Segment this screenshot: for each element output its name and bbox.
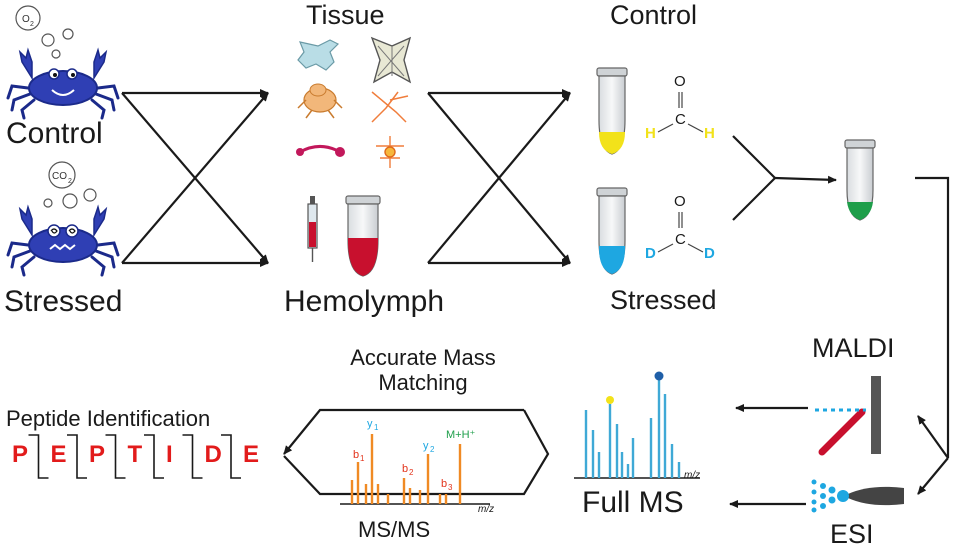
- o2-sub: 2: [30, 21, 34, 28]
- stressed-tube-icon: [596, 187, 628, 275]
- maldi-label: MALDI: [812, 333, 895, 363]
- msms-axis-label: m/z: [478, 504, 494, 515]
- control-crab-icon: O 2: [6, 5, 120, 120]
- tissue-icons: [296, 36, 412, 168]
- formula-c-d: C: [675, 231, 686, 248]
- stomatogastric-tissue-icon: [376, 136, 404, 168]
- formula-h-right: H: [704, 125, 715, 142]
- svg-text:3: 3: [448, 483, 453, 492]
- brain-tissue-icon: [297, 39, 340, 71]
- matching-arrow: [283, 408, 550, 496]
- formaldehyde-d-structure: O C D D: [645, 193, 715, 262]
- esi-label: ESI: [830, 519, 874, 549]
- msms-spectrum: b 1 y 1 b 2 y 2 b 3 M+H⁺ m/z: [340, 418, 494, 515]
- o2-bubble-icon: [15, 5, 41, 31]
- pericardial-tissue-icon: [296, 145, 345, 157]
- syringe-icon: [307, 196, 318, 262]
- y2-label: y: [423, 440, 429, 452]
- co2-sub: 2: [68, 178, 72, 185]
- maldi-source-icon: [815, 376, 881, 456]
- y1-label: y: [367, 418, 373, 430]
- hemolymph-label: Hemolymph: [284, 285, 445, 318]
- formaldehyde-h-structure: O C H H: [645, 73, 715, 142]
- peptide-letter: D: [205, 441, 222, 468]
- peptide-letter: P: [12, 441, 28, 468]
- nerve-tissue-icon: [371, 91, 409, 123]
- b3-label: b: [441, 478, 447, 490]
- labeling-control-label: Control: [610, 0, 698, 30]
- peptide-identification-title: Peptide Identification: [6, 406, 211, 431]
- esi-source-icon: [811, 479, 904, 513]
- fragment-bracket: [105, 434, 126, 479]
- peptide-letter: T: [128, 441, 143, 468]
- flow-to-ionization-arrows: [915, 176, 950, 495]
- control-tube-icon: [596, 67, 628, 155]
- co2-text: CO: [52, 171, 67, 182]
- peptide-letter: P: [89, 441, 105, 468]
- tissue-label: Tissue: [306, 0, 385, 30]
- control-label: Control: [6, 117, 103, 150]
- b1-label: b: [353, 449, 359, 461]
- co2-bubble-icon: [48, 161, 76, 189]
- o2-text: O: [22, 14, 30, 25]
- formula-h-left: H: [645, 125, 656, 142]
- matching-line-1: Accurate Mass: [350, 345, 496, 370]
- mixed-tube-icon: [844, 139, 876, 221]
- ganglion-tissue-icon: [297, 83, 343, 119]
- svg-text:2: 2: [430, 445, 435, 454]
- fragment-bracket: [67, 434, 87, 479]
- fragment-bracket: [28, 434, 49, 479]
- b2-label: b: [402, 463, 408, 475]
- peptide-letter: E: [243, 441, 259, 468]
- crossing-arrows-1: [121, 89, 269, 267]
- labeling-stressed-label: Stressed: [610, 285, 717, 315]
- matching-line-2: Matching: [378, 370, 468, 395]
- svg-text:1: 1: [374, 423, 379, 432]
- merge-arrows: [732, 135, 837, 221]
- peptide-letter: I: [166, 441, 173, 468]
- stressed-crab-icon: CO 2: [6, 161, 120, 277]
- stressed-label: Stressed: [4, 285, 123, 318]
- formula-d-left: D: [645, 245, 656, 262]
- mh-label: M+H⁺: [446, 429, 476, 441]
- full-ms-spectrum: m/z: [574, 371, 700, 481]
- svg-text:1: 1: [360, 454, 365, 463]
- msms-title: MS/MS: [358, 517, 431, 542]
- formula-o: O: [674, 73, 686, 90]
- fragment-bracket: [182, 434, 203, 479]
- formula-c: C: [675, 111, 686, 128]
- crossing-arrows-2: [427, 89, 571, 267]
- full-ms-title: Full MS: [582, 486, 684, 519]
- formula-o-d: O: [674, 193, 686, 210]
- fragment-bracket: [221, 434, 241, 479]
- full-ms-axis-label: m/z: [684, 470, 700, 481]
- fragment-bracket: [144, 434, 164, 479]
- gill-tissue-icon: [370, 36, 412, 84]
- formula-d-right: D: [704, 245, 715, 262]
- svg-text:2: 2: [409, 468, 414, 477]
- peptide-letter: E: [51, 441, 67, 468]
- hemolymph-tube-icon: [345, 195, 381, 277]
